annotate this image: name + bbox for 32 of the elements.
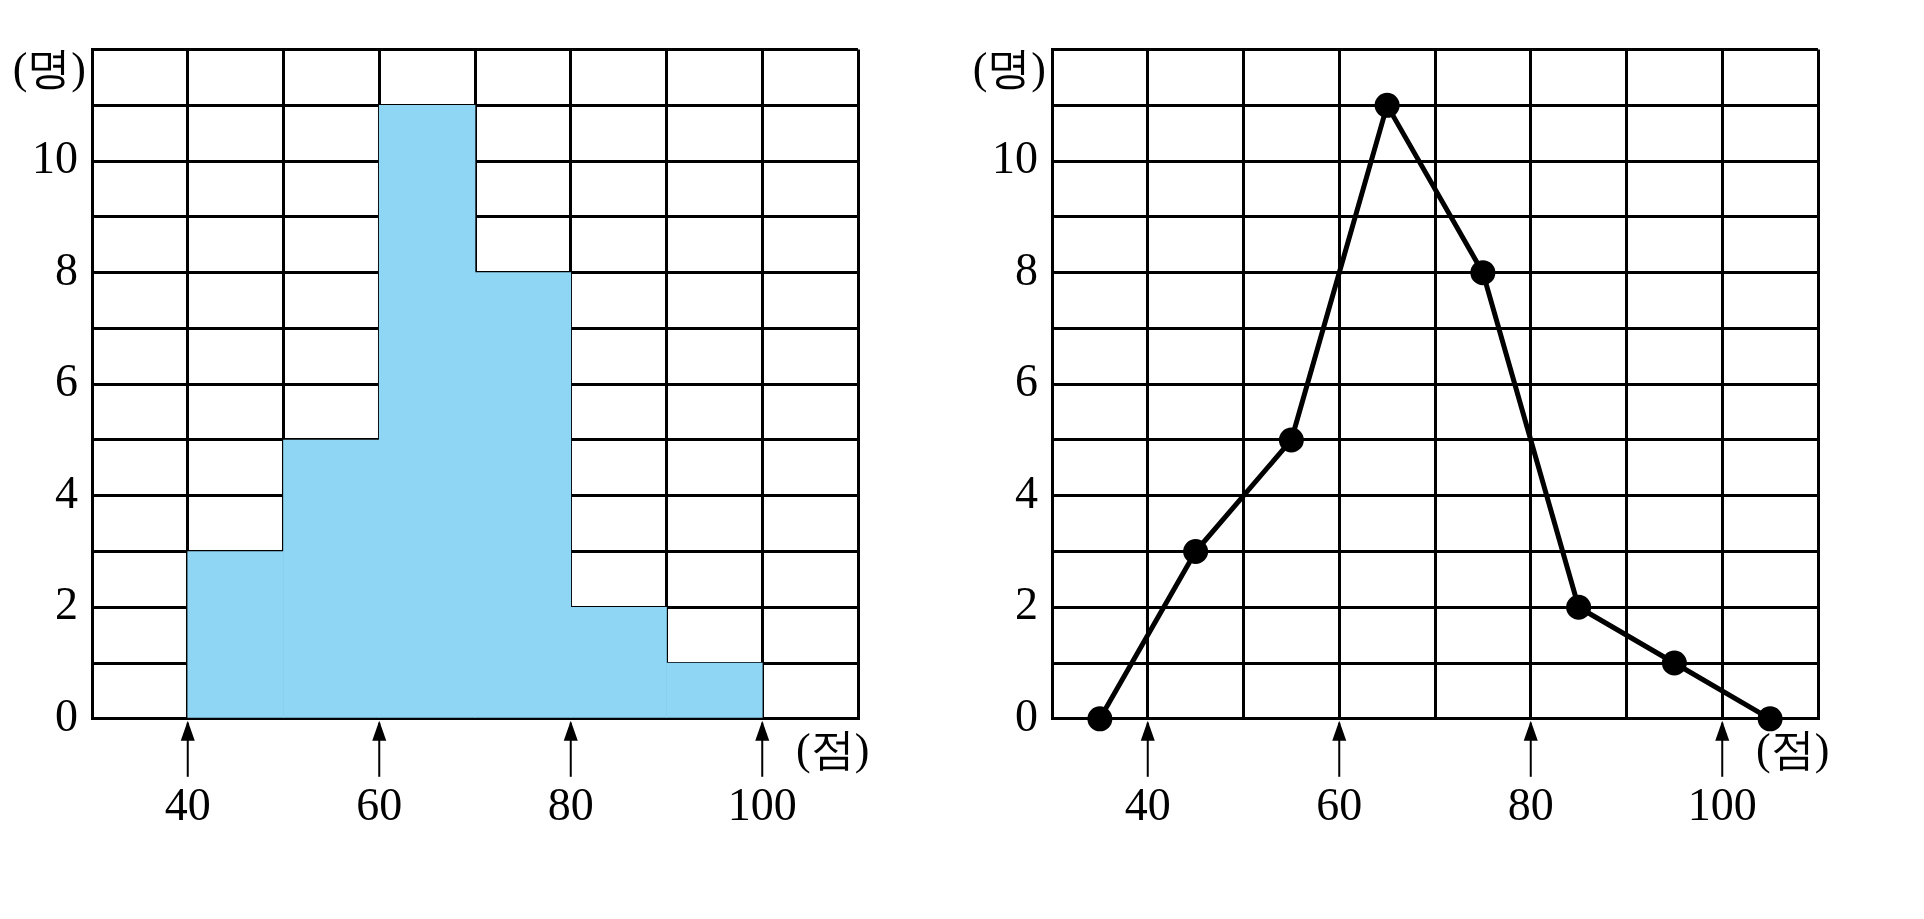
x-axis-title: (점) [1756, 725, 1830, 775]
point [1183, 539, 1209, 564]
y-tick-label: 8 [1015, 243, 1038, 295]
y-tick-label: 10 [32, 132, 78, 184]
x-tick-label: 60 [1316, 779, 1363, 831]
y-tick-label: 2 [1015, 578, 1038, 630]
y-tick-label: 6 [55, 355, 78, 407]
y-tick-label: 0 [1015, 689, 1038, 741]
x-tick-label: 40 [1124, 779, 1171, 831]
point [1566, 594, 1592, 620]
point [1757, 706, 1783, 732]
y-tick-label: 8 [55, 243, 78, 295]
x-tick-label: 60 [356, 779, 403, 831]
y-axis-title: (명) [972, 44, 1046, 94]
point [1470, 260, 1496, 286]
x-tick-label: 100 [1687, 779, 1757, 831]
y-axis-title: (명) [12, 44, 86, 94]
point [1087, 706, 1113, 732]
x-tick-label: 100 [727, 779, 797, 831]
point [1278, 427, 1304, 453]
point [1374, 92, 1400, 118]
y-tick-label: 10 [992, 132, 1038, 184]
y-tick-label: 6 [1015, 355, 1038, 407]
y-tick-label: 2 [55, 578, 78, 630]
x-tick-label: 40 [164, 779, 211, 831]
point [1661, 650, 1687, 676]
x-tick-label: 80 [1507, 779, 1554, 831]
y-tick-label: 0 [55, 689, 78, 741]
y-tick-label: 4 [1015, 466, 1038, 518]
y-tick-label: 4 [55, 466, 78, 518]
x-axis-title: (점) [796, 725, 870, 775]
x-tick-label: 80 [547, 779, 594, 831]
